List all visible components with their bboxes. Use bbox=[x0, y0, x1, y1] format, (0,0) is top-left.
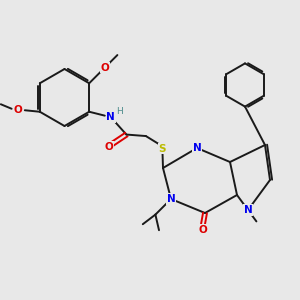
Text: O: O bbox=[14, 105, 22, 115]
Text: N: N bbox=[244, 205, 252, 215]
Text: S: S bbox=[159, 144, 166, 154]
Text: N: N bbox=[106, 112, 115, 122]
Text: O: O bbox=[104, 142, 113, 152]
Text: H: H bbox=[116, 107, 123, 116]
Text: O: O bbox=[198, 225, 207, 235]
Text: O: O bbox=[100, 63, 109, 73]
Text: N: N bbox=[167, 194, 176, 204]
Text: N: N bbox=[193, 143, 201, 153]
